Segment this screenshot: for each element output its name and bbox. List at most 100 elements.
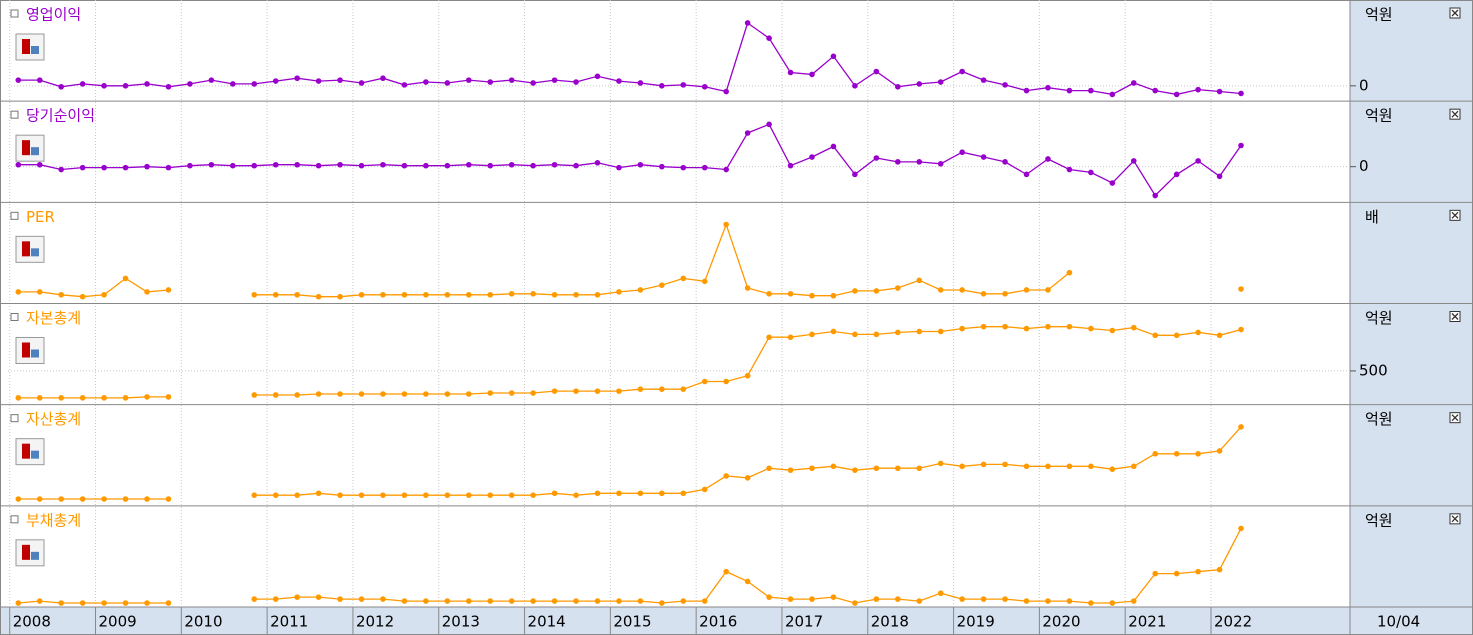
data-point	[165, 83, 172, 90]
data-point	[744, 130, 751, 136]
data-point	[1088, 169, 1094, 176]
unit-label: 억원	[1365, 511, 1393, 529]
data-point	[1152, 332, 1159, 339]
data-point	[637, 161, 644, 168]
data-point	[122, 496, 129, 502]
data-point	[766, 121, 772, 128]
data-point	[1152, 192, 1159, 199]
close-button[interactable]	[1449, 209, 1461, 221]
data-point	[380, 75, 386, 82]
unit-label: 억원	[1365, 107, 1393, 125]
data-point	[487, 291, 494, 298]
data-point	[36, 598, 43, 604]
close-button[interactable]	[1449, 7, 1461, 19]
data-point	[1173, 570, 1180, 577]
close-cross	[1451, 9, 1459, 17]
x-tick-label: 2022	[1214, 613, 1252, 631]
data-point	[852, 288, 858, 294]
data-point	[937, 287, 944, 293]
data-point	[809, 596, 815, 602]
data-point	[1088, 87, 1094, 94]
data-point	[959, 463, 965, 470]
data-point	[916, 81, 923, 87]
data-point	[701, 164, 708, 171]
data-point	[208, 77, 215, 83]
data-point	[1238, 90, 1244, 97]
data-point	[423, 598, 429, 604]
data-point	[508, 161, 515, 168]
close-button[interactable]	[1449, 513, 1461, 525]
data-point	[980, 596, 987, 602]
data-point	[487, 598, 494, 604]
data-point	[1088, 463, 1094, 470]
data-point	[1216, 448, 1223, 454]
data-point	[1216, 332, 1223, 339]
data-point	[465, 391, 472, 397]
data-point	[15, 289, 22, 295]
data-point	[809, 154, 815, 160]
data-point	[294, 161, 300, 168]
x-tick-label: 2013	[442, 613, 480, 631]
unit-label: 억원	[1365, 6, 1393, 24]
data-point	[58, 166, 64, 173]
data-point	[659, 163, 665, 170]
data-point	[616, 289, 622, 295]
x-axis-area	[0, 607, 1473, 635]
data-point	[15, 600, 22, 606]
data-point	[1023, 287, 1030, 293]
x-tick-label: 2016	[699, 613, 737, 631]
data-point	[937, 328, 944, 335]
close-button[interactable]	[1449, 311, 1461, 322]
data-point	[594, 160, 601, 166]
data-point	[294, 594, 300, 600]
close-button[interactable]	[1449, 412, 1461, 424]
chart-option-button[interactable]	[15, 539, 45, 567]
data-point	[144, 289, 150, 295]
data-point	[1045, 84, 1051, 91]
legend-marker	[10, 414, 19, 423]
data-point	[616, 490, 622, 497]
data-point	[165, 287, 172, 293]
close-button[interactable]	[1449, 108, 1461, 120]
data-point	[315, 293, 322, 300]
button-icon-blue	[31, 551, 39, 560]
unit-label: 배	[1365, 208, 1379, 226]
panel-title: 자본총계	[26, 309, 81, 327]
x-tick-label: 2011	[270, 613, 308, 631]
data-point	[380, 161, 386, 168]
data-point	[36, 77, 43, 83]
data-point	[573, 79, 579, 85]
chart-option-button[interactable]	[15, 235, 45, 263]
data-point	[187, 81, 193, 87]
data-point	[573, 492, 579, 498]
data-point	[1066, 87, 1073, 94]
chart-option-button[interactable]	[15, 438, 45, 466]
chart-option-button[interactable]	[15, 337, 45, 364]
data-point	[530, 390, 536, 396]
data-point	[980, 154, 987, 160]
data-point	[58, 600, 64, 606]
data-point	[272, 492, 279, 498]
data-point	[916, 598, 923, 604]
data-point	[423, 79, 429, 85]
close-cross	[1451, 414, 1459, 422]
data-point	[1238, 525, 1244, 532]
data-point	[852, 600, 858, 606]
legend-marker	[10, 110, 19, 119]
data-point	[1195, 568, 1201, 575]
chart-option-button[interactable]	[15, 134, 45, 162]
close-cross	[1451, 110, 1459, 118]
chart-option-button[interactable]	[15, 33, 45, 61]
button-icon-blue	[31, 450, 39, 459]
data-point	[616, 164, 622, 171]
data-point	[1045, 598, 1051, 604]
data-point	[122, 164, 129, 171]
data-point	[830, 143, 837, 150]
data-point	[895, 329, 901, 336]
data-point	[401, 391, 408, 397]
data-point	[465, 161, 472, 168]
data-point	[873, 288, 880, 294]
data-point	[58, 395, 64, 401]
